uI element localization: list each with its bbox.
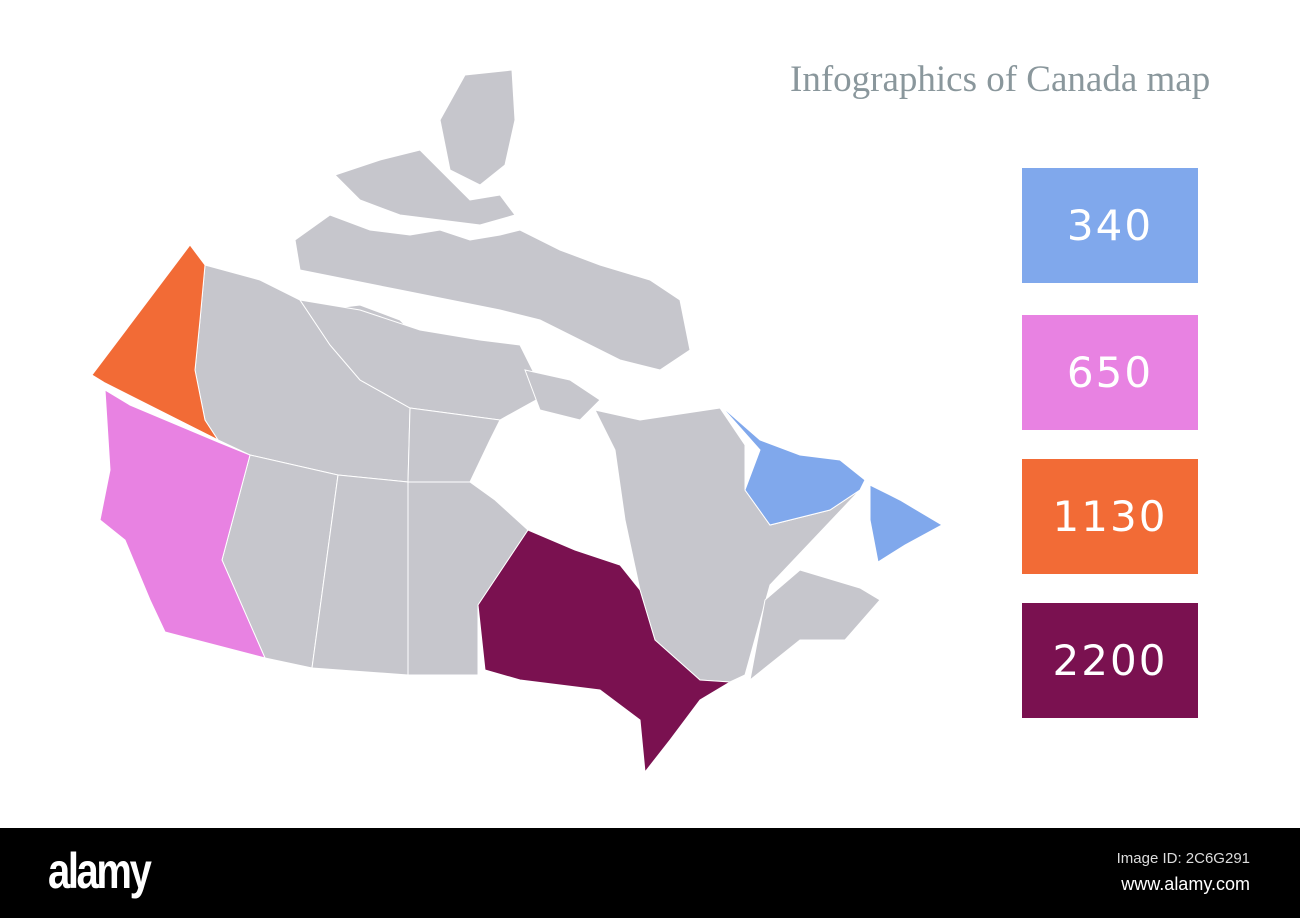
map-title: Infographics of Canada map [790, 59, 1211, 100]
image-id: Image ID: 2C6G291 [1116, 850, 1250, 867]
legend-value: 1130 [1052, 492, 1168, 541]
watermark-footer: alamy Image ID: 2C6G291 www.alamy.com [0, 828, 1300, 918]
region-labrador [719, 404, 866, 526]
region-arctic-island [334, 149, 516, 226]
region-manitoba-north [407, 407, 501, 483]
region-newfoundland [869, 484, 944, 563]
legend-box-650: 650 [1022, 315, 1198, 430]
region-ontario [477, 529, 732, 774]
watermark-url: www.alamy.com [1121, 874, 1250, 894]
alamy-logo: alamy [48, 843, 152, 899]
region-yukon [91, 244, 220, 442]
legend-value: 650 [1066, 348, 1154, 397]
region-quebec [594, 407, 861, 683]
region-arctic-island [294, 214, 691, 371]
legend-box-1130: 1130 [1022, 459, 1198, 574]
legend-box-2200: 2200 [1022, 603, 1198, 718]
legend-value: 340 [1066, 201, 1154, 250]
legend-box-340: 340 [1022, 168, 1198, 283]
legend-value: 2200 [1052, 636, 1168, 685]
region-arctic-island [439, 69, 516, 186]
region-maritimes [749, 569, 881, 682]
region-british-columbia [99, 389, 266, 659]
region-nunavut-island [524, 369, 601, 421]
canada-map [91, 69, 944, 774]
